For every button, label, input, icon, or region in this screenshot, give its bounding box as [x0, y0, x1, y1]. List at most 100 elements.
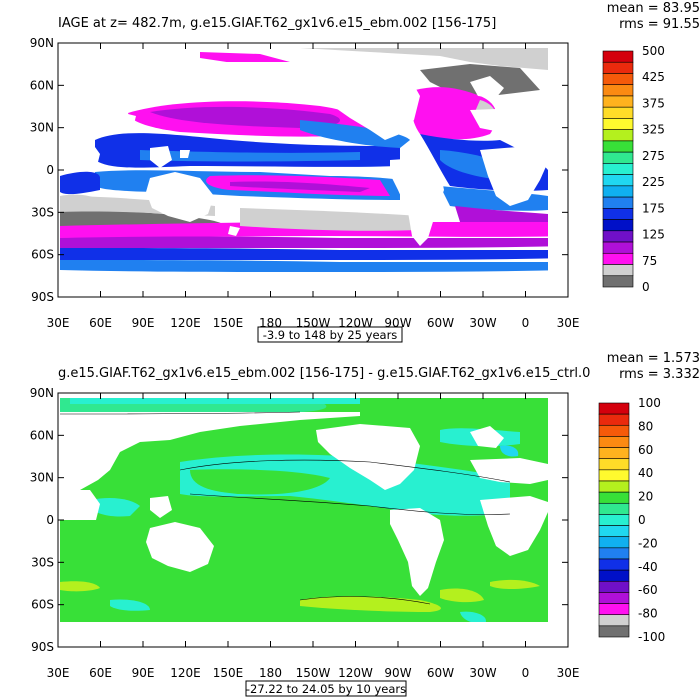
panel1-y-ticks: 90N 60N 30N 0 30S 60S 90S [30, 36, 568, 304]
colorbar-swatch [602, 196, 634, 209]
colorbar-label: 175 [642, 201, 665, 215]
colorbar-swatch [598, 447, 630, 460]
y-tick-label: 60S [31, 248, 54, 262]
panel2-colorbar: 100 80 60 40 20 0 -20 -40 -60 -80 -100 [598, 396, 665, 644]
x-tick-label: 30E [47, 316, 70, 330]
colorbar-swatch [602, 163, 634, 175]
colorbar-swatch [598, 525, 630, 538]
colorbar-swatch [602, 118, 634, 130]
x-tick-label: 90E [132, 666, 155, 680]
colorbar-swatch [598, 625, 630, 638]
colorbar-swatch [598, 413, 630, 426]
y-tick-label: 0 [46, 163, 54, 177]
panel2-rms: rms = 3.332 [619, 367, 700, 382]
panel-age: IAGE at z= 482.7m, g.e15.GIAF.T62_gx1v6.… [30, 1, 700, 343]
y-tick-label: 30N [30, 121, 54, 135]
colorbar-label: 125 [642, 228, 665, 242]
colorbar-label: 40 [638, 466, 653, 480]
colorbar-swatch [598, 547, 630, 560]
colorbar-label: -40 [638, 560, 658, 574]
y-tick-label: 30S [31, 205, 54, 219]
x-tick-label: 60E [89, 316, 112, 330]
colorbar-swatch [602, 140, 634, 153]
colorbar-label: 60 [638, 443, 653, 457]
y-tick-label: 30S [31, 555, 54, 569]
colorbar-label: 0 [638, 513, 646, 527]
y-tick-label: 60S [31, 598, 54, 612]
x-tick-label: 60W [427, 666, 454, 680]
colorbar-label: 425 [642, 70, 665, 84]
colorbar-swatch [602, 106, 634, 119]
colorbar-label: 20 [638, 490, 653, 504]
x-tick-label: 30W [469, 666, 496, 680]
x-tick-label: 150W [296, 666, 331, 680]
colorbar-label: -20 [638, 536, 658, 550]
y-tick-label: 90S [31, 290, 54, 304]
colorbar-label: 275 [642, 149, 665, 163]
colorbar-swatch [602, 151, 634, 164]
x-tick-label: 90E [132, 316, 155, 330]
colorbar-label: -60 [638, 583, 658, 597]
panel2-range-label: -27.22 to 24.05 by 10 years [246, 682, 406, 696]
colorbar-swatch [598, 491, 630, 504]
colorbar-label: -80 [638, 607, 658, 621]
colorbar-swatch [598, 580, 630, 593]
x-tick-label: 30E [557, 666, 580, 680]
panel1-range-box [257, 326, 403, 343]
colorbar-swatch [602, 73, 634, 86]
x-tick-label: 60E [89, 666, 112, 680]
x-tick-label: 150E [213, 316, 244, 330]
colorbar-swatch [602, 50, 634, 63]
colorbar-swatch [598, 536, 630, 549]
colorbar-swatch [598, 603, 630, 616]
colorbar-label: -100 [638, 630, 665, 644]
panel2-title: g.e15.GIAF.T62_gx1v6.e15_ebm.002 [156-17… [58, 366, 590, 381]
map-age [58, 43, 568, 297]
panel1-title: IAGE at z= 482.7m, g.e15.GIAF.T62_gx1v6.… [58, 16, 496, 31]
colorbar-swatch [602, 264, 634, 277]
colorbar-swatch [602, 219, 634, 232]
y-tick-label: 60N [30, 78, 54, 92]
panel1-range-label: -3.9 to 148 by 25 years [263, 328, 398, 342]
colorbar-label: 375 [642, 96, 665, 110]
panel1-mean: mean = 83.95 [607, 1, 700, 16]
colorbar-swatch [598, 558, 630, 571]
colorbar-swatch [602, 185, 634, 198]
colorbar-swatch [598, 569, 630, 582]
panel2-x-ticks: 30E 60E 90E 120E 150E 180 150W 120W 90W 60W 30W 0 30… [47, 393, 580, 680]
x-tick-label: 120E [170, 316, 201, 330]
x-tick-label: 60W [427, 316, 454, 330]
colorbar-swatch [602, 174, 634, 187]
colorbar-swatch [602, 95, 634, 108]
y-tick-label: 30N [30, 471, 54, 485]
y-tick-label: 60N [30, 428, 54, 442]
x-tick-label: 180 [259, 666, 282, 680]
colorbar-swatch [602, 241, 634, 254]
colorbar-swatch [602, 208, 634, 220]
panel2-y-ticks: 90N 60N 30N 0 30S 60S 90S [30, 386, 568, 654]
colorbar-swatch [602, 275, 634, 288]
y-tick-label: 90N [30, 36, 54, 50]
map-difference [58, 393, 568, 647]
colorbar-label: 100 [638, 396, 661, 410]
x-tick-label: 90W [384, 666, 411, 680]
x-tick-label: 0 [522, 316, 530, 330]
colorbar-swatch [598, 614, 630, 627]
colorbar-label: 500 [642, 44, 665, 58]
colorbar-swatch [598, 469, 630, 482]
colorbar-swatch [602, 61, 634, 74]
colorbar-swatch [602, 84, 634, 97]
y-tick-label: 90N [30, 386, 54, 400]
colorbar-label: 80 [638, 419, 653, 433]
panel-difference: g.e15.GIAF.T62_gx1v6.e15_ebm.002 [156-17… [30, 351, 700, 697]
x-tick-label: 120E [170, 666, 201, 680]
colorbar-label: 325 [642, 123, 665, 137]
colorbar-swatch [598, 436, 630, 448]
colorbar-swatch [598, 424, 630, 437]
x-tick-label: 30E [47, 666, 70, 680]
panel2-range-box [245, 680, 407, 697]
y-tick-label: 90S [31, 640, 54, 654]
x-tick-label: 0 [522, 666, 530, 680]
colorbar-swatch [602, 230, 634, 243]
colorbar-swatch [602, 129, 634, 142]
